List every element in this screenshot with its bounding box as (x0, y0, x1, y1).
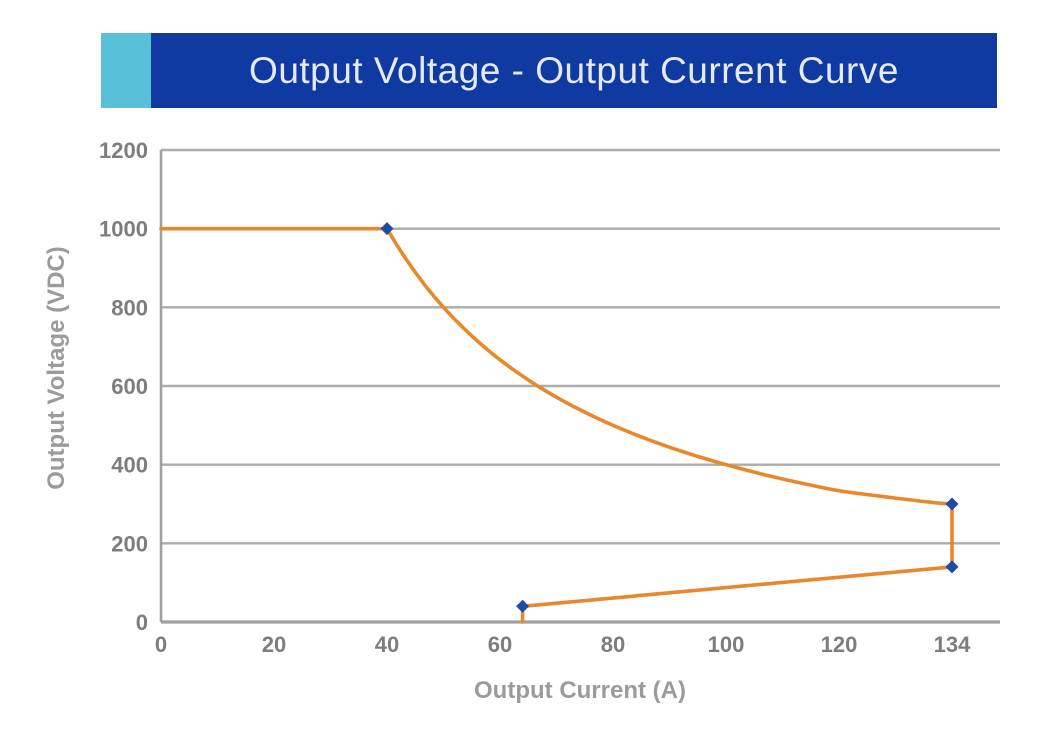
x-tick-label: 134 (934, 632, 971, 657)
title-banner: Output Voltage - Output Current Curve (151, 33, 997, 108)
voltage-current-curve (159, 226, 954, 624)
data-point-marker (516, 599, 530, 613)
x-tick-label: 40 (375, 632, 399, 657)
x-tick-label: 100 (708, 632, 745, 657)
y-tick-label: 200 (111, 531, 148, 556)
data-point-marker (945, 497, 959, 511)
y-tick-label: 600 (111, 374, 148, 399)
data-point-marker (380, 222, 394, 236)
x-tick-label: 80 (601, 632, 625, 657)
title-banner-accent (101, 33, 151, 108)
y-axis-title: Output Voltage (VDC) (43, 246, 70, 490)
x-axis-title: Output Current (A) (474, 677, 686, 704)
y-tick-label: 800 (111, 295, 148, 320)
y-tick-label: 1200 (99, 138, 148, 163)
x-tick-label: 0 (155, 632, 167, 657)
y-tick-label: 400 (111, 453, 148, 478)
chart-title: Output Voltage - Output Current Curve (249, 49, 899, 91)
data-point-marker (945, 560, 959, 574)
x-tick-label: 60 (488, 632, 512, 657)
y-tick-label: 0 (136, 610, 148, 635)
x-tick-label: 120 (821, 632, 858, 657)
x-tick-label: 20 (262, 632, 286, 657)
y-tick-label: 1000 (99, 217, 148, 242)
